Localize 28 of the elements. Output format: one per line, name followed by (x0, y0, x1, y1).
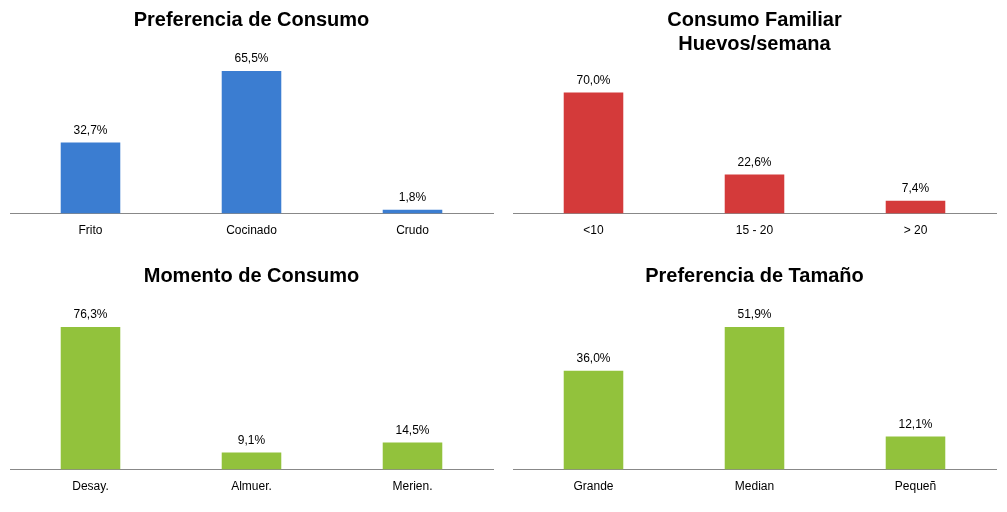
data-label: 32,7% (73, 122, 108, 137)
data-label: 76,3% (73, 307, 108, 322)
chart-title: Momento de Consumo (143, 263, 360, 286)
x-tick-label: Frito (78, 223, 103, 238)
data-label: 12,1% (898, 416, 933, 431)
x-tick-label: <10 (583, 223, 604, 238)
data-label: 7,4% (901, 181, 930, 196)
data-label: 70,0% (576, 72, 611, 87)
x-tick-label: Desay. (72, 479, 109, 494)
chart-title: Consumo Familiar Huevos/semana (667, 7, 842, 54)
x-tick-label: Almuer. (231, 479, 272, 494)
x-tick-label: Median (734, 479, 775, 494)
data-label: 65,5% (234, 51, 269, 66)
chart-title: Preferencia de Tamaño (645, 263, 864, 286)
x-tick-label: 15 - 20 (735, 223, 774, 238)
x-tick-label: Cocinado (226, 223, 278, 238)
data-label: 36,0% (576, 351, 611, 366)
data-label: 9,1% (237, 432, 266, 447)
x-tick-label: Crudo (396, 223, 430, 238)
x-tick-label: Merien. (392, 479, 433, 494)
data-label: 14,5% (395, 422, 430, 437)
data-label: 1,8% (398, 190, 427, 204)
data-label: 22,6% (737, 154, 772, 169)
x-tick-label: Pequeñ (894, 479, 937, 494)
data-label: 51,9% (737, 307, 772, 322)
x-tick-label: Grande (573, 479, 614, 494)
chart-title: Preferencia de Consumo (133, 7, 370, 30)
x-tick-label: > 20 (903, 223, 928, 238)
